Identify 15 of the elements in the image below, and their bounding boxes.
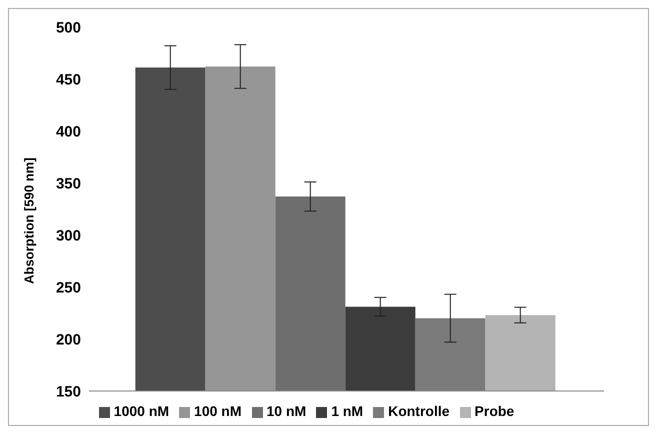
y-tick-label: 400 xyxy=(56,123,81,140)
y-axis-title: Absorption [590 nm] xyxy=(22,158,37,284)
y-tick-label: 450 xyxy=(56,71,81,88)
legend-label: 1 nM xyxy=(331,403,364,419)
y-tick-label: 250 xyxy=(56,279,81,296)
legend-label: Probe xyxy=(474,403,514,419)
legend-label: 10 nM xyxy=(266,403,306,419)
y-tick-label: 300 xyxy=(56,227,81,244)
legend-label: Kontrolle xyxy=(388,403,450,419)
legend-label: 1000 nM xyxy=(114,403,170,419)
y-tick-label: 200 xyxy=(56,331,81,348)
legend-label: 100 nM xyxy=(194,403,242,419)
y-tick-label: 150 xyxy=(56,383,81,400)
y-tick-label: 500 xyxy=(56,19,81,36)
y-tick-label: 350 xyxy=(56,175,81,192)
